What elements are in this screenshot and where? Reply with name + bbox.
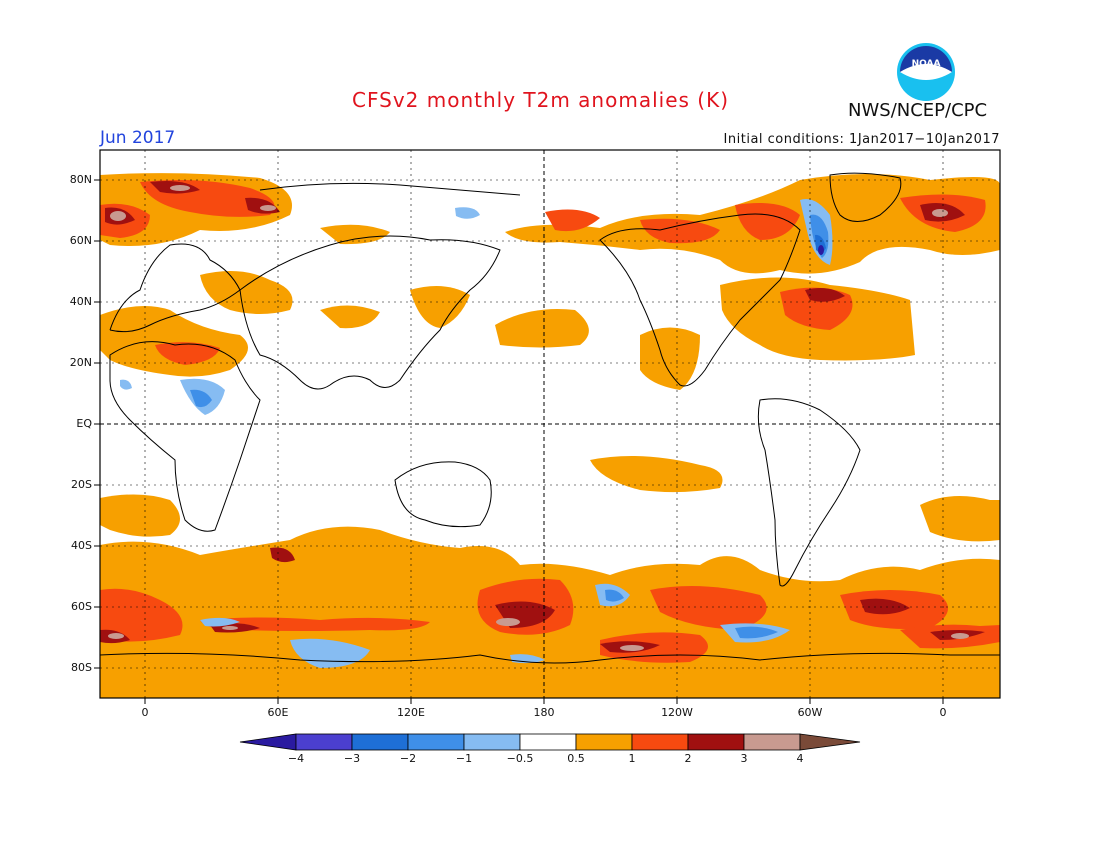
colorbar-label-m4: −4 [287,752,305,765]
colorbar-label-p05: 0.5 [567,752,585,765]
colorbar-swatch-2-1 [407,733,465,751]
colorbar-swatch-2-3 [687,733,745,751]
agency-label: NWS/NCEP/CPC [848,100,988,121]
axis-ticks [94,179,944,704]
colorbar-label-m05: −0.5 [506,752,534,765]
colorbar-swatch-gt-4 [799,733,861,751]
lat-label-80s: 80S [71,661,92,674]
svg-text:NOAA: NOAA [912,59,941,69]
forecast-month: Jun 2017 [100,128,176,148]
coastlines [100,172,1000,664]
lon-label-0-left: 0 [141,706,149,719]
anomaly-positive-3 [108,185,969,651]
lat-label-60n: 60N [69,234,92,247]
initial-conditions: Initial conditions: 1Jan2017−10Jan2017 [723,132,1000,147]
lon-label-60w: 60W [797,706,823,719]
lat-label-20s: 20S [71,478,92,491]
lon-label-60e: 60E [267,706,289,719]
lon-label-120w: 120W [661,706,693,719]
colorbar-swatch-1-2 [631,733,689,751]
lat-label-60s: 60S [71,600,92,613]
colorbar-swatch-4-3 [295,733,353,751]
colorbar-label-p4: 4 [796,752,804,765]
colorbar-label-m1: −1 [455,752,473,765]
equator-and-dateline [100,150,1000,698]
colorbar-swatch-1-05 [463,733,521,751]
graticule [100,150,1000,698]
colorbar-label-p1: 1 [628,752,636,765]
colorbar-label-p3: 3 [740,752,748,765]
lon-label-180: 180 [533,706,555,719]
lat-label-80n: 80N [69,173,92,186]
colorbar-label-m2: −2 [399,752,417,765]
colorbar [239,733,861,751]
colorbar-swatch-3-4 [743,733,801,751]
lat-label-eq: EQ [76,417,92,430]
anomaly-positive-2 [100,181,985,653]
anomaly-negative-3 [818,245,824,255]
lon-label-120e: 120E [397,706,425,719]
page-title: CFSv2 monthly T2m anomalies (K) [352,88,729,112]
colorbar-swatch-3-2 [351,733,409,751]
colorbar-swatch-lt-4 [239,733,297,751]
lat-label-20n: 20N [69,356,92,369]
lon-label-0-right: 0 [939,706,947,719]
noaa-logo: NOAA [897,43,955,101]
lat-label-40n: 40N [69,295,92,308]
colorbar-label-p2: 2 [684,752,692,765]
colorbar-swatch-neutral [519,733,577,751]
colorbar-swatch-05-1 [575,733,633,751]
lat-label-40s: 40S [71,539,92,552]
colorbar-label-m3: −3 [343,752,361,765]
